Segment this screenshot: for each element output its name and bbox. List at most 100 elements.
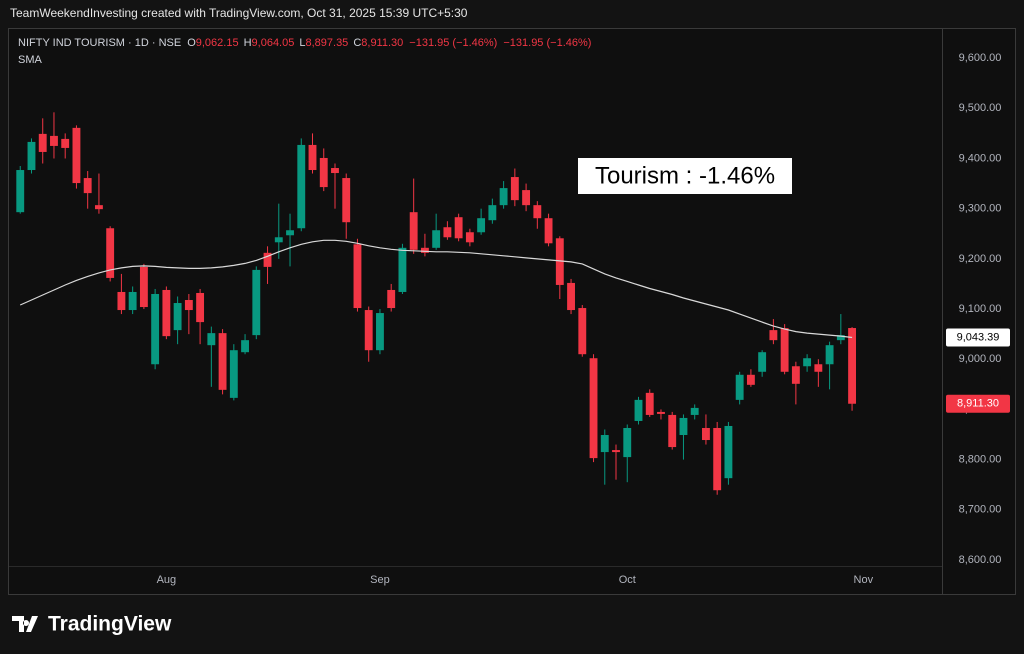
candle-body [679,417,688,436]
candle-body [263,252,272,267]
candle-body [533,205,542,219]
candle-body [803,358,812,367]
ohlc-value: 9,064.05 [252,37,295,49]
candle-body [657,411,665,414]
candle-body [465,232,474,243]
candle-body [578,308,587,355]
candle-body [72,127,81,184]
candle-body [522,190,531,206]
candle-body [758,352,767,372]
annotation: Tourism : -1.46% [595,162,775,189]
candle-body [510,177,519,201]
candle-body [139,266,148,308]
candle-body [196,292,205,323]
candle-body [173,303,182,331]
candle-body [162,289,171,337]
x-tick-label: Aug [157,574,177,586]
candle-body [106,228,115,278]
candle-body [218,333,227,390]
sma-line [19,239,853,339]
y-tick-label: 9,600.00 [959,52,1002,64]
candle-body [791,366,800,384]
plot [16,112,857,495]
x-tick-label: Oct [619,574,636,586]
candle-body [623,427,632,458]
change: −131.95 (−1.46%) [409,37,497,49]
ohlc-key: H [244,37,252,49]
ohlc-key: C [353,37,361,49]
candle-body [645,392,654,415]
y-tick-label: 9,300.00 [959,203,1002,215]
candle-body [848,328,857,404]
ohlc-value: 9,062.15 [196,37,239,49]
candle-body [780,328,789,372]
candle-body [16,170,25,213]
candle-body [443,227,452,238]
candle-body [814,364,823,372]
candle-body [364,310,373,351]
candle-body [83,178,92,194]
ohlc-value: 8,897.35 [305,37,348,49]
logo-icon [12,616,38,632]
y-tick-label: 9,500.00 [959,102,1002,114]
candle-body [342,178,351,223]
y-tick-label: 9,400.00 [959,152,1002,164]
price-tag [946,328,1010,347]
ohlc-key: L [299,37,305,49]
candle-body [746,374,755,385]
y-tick-label: 9,100.00 [959,303,1002,315]
chart-panel [8,28,1016,595]
candle-body [151,293,160,365]
y-tick-label: 9,200.00 [959,253,1002,265]
candle-body [612,450,620,453]
candle-body [769,330,778,341]
candle-body [94,205,103,210]
candle-body [724,425,733,479]
candle-body [61,138,70,148]
candle-body [229,350,238,398]
candle-body [409,212,418,250]
candle-body [825,345,834,365]
y-tick-label: 8,800.00 [959,454,1002,466]
candle-body [454,217,463,239]
candle-body [252,269,261,336]
candle-body [286,230,294,236]
candle-body [488,205,497,221]
candle-body [274,237,283,243]
y-tick-label: 9,000.00 [959,353,1002,365]
price-tag-label: 9,043.39 [957,331,1000,343]
ohlc-key: O [187,37,196,49]
candle-body [634,399,643,421]
candle-body [713,427,722,491]
candle-body [353,244,362,309]
candle-body [499,188,508,206]
legend-line: NIFTY IND TOURISM · 1D · NSE O9,062.15 H9,… [18,37,591,49]
candle-body [184,300,193,311]
candle-body [702,427,710,441]
annotation-box: Tourism : -1.46% [578,158,792,194]
logo: TradingView [12,613,172,636]
candle-body [117,291,126,311]
candle-body [735,374,744,400]
candle-body [319,157,328,188]
credit: TeamWeekendInvesting created with Tradin… [10,6,468,20]
y-tick-label: 8,600.00 [959,554,1002,566]
annotation-bg [578,158,792,194]
candle-body [432,230,441,248]
candle-body [50,135,58,146]
candle-body [589,358,598,459]
price-tag-label: 8,911.30 [957,398,999,410]
candle-body [376,313,384,351]
price-tag [946,394,1010,413]
candle-body [398,247,407,292]
candle-body [308,144,317,171]
candle-body [331,168,339,174]
x-tick-label: Nov [854,574,874,586]
candle-body [836,335,845,341]
y-tick-label: 8,700.00 [959,504,1002,516]
sma-label: SMA [18,54,43,66]
candle-body [690,407,699,415]
candle-body [27,141,36,171]
candle-body [38,133,47,152]
